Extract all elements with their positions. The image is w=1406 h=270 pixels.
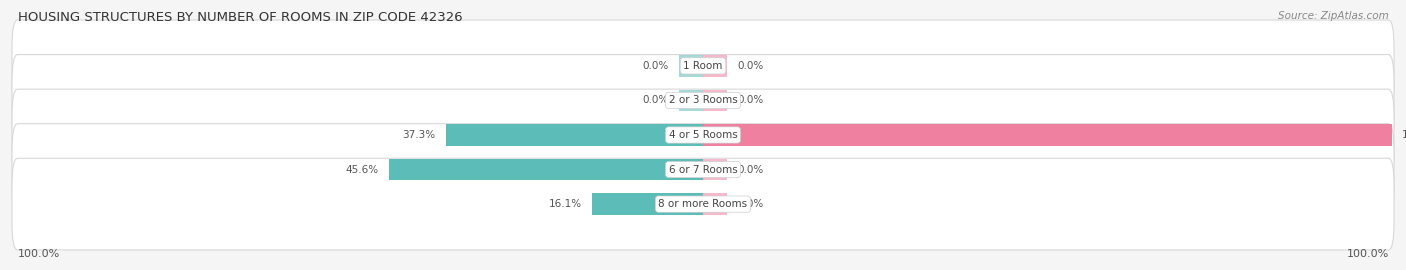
Bar [703, 159, 727, 180]
FancyBboxPatch shape [13, 89, 1393, 181]
Text: 2 or 3 Rooms: 2 or 3 Rooms [669, 95, 737, 106]
Text: 0.0%: 0.0% [643, 61, 669, 71]
Text: 100.0%: 100.0% [1347, 249, 1389, 259]
Text: Source: ZipAtlas.com: Source: ZipAtlas.com [1278, 11, 1389, 21]
Bar [679, 55, 703, 77]
FancyBboxPatch shape [13, 124, 1393, 215]
Text: 1 Room: 1 Room [683, 61, 723, 71]
FancyBboxPatch shape [13, 20, 1393, 112]
Text: 8 or more Rooms: 8 or more Rooms [658, 199, 748, 209]
Text: 4 or 5 Rooms: 4 or 5 Rooms [669, 130, 737, 140]
Text: HOUSING STRUCTURES BY NUMBER OF ROOMS IN ZIP CODE 42326: HOUSING STRUCTURES BY NUMBER OF ROOMS IN… [18, 11, 463, 24]
Text: 0.0%: 0.0% [643, 95, 669, 106]
Text: 100.0%: 100.0% [18, 249, 60, 259]
Text: 0.0%: 0.0% [738, 199, 763, 209]
Bar [703, 90, 727, 111]
Text: 6 or 7 Rooms: 6 or 7 Rooms [669, 164, 737, 175]
Bar [389, 159, 703, 180]
Bar [703, 124, 1392, 146]
FancyBboxPatch shape [13, 55, 1393, 146]
Bar [703, 193, 727, 215]
Text: 45.6%: 45.6% [346, 164, 378, 175]
Bar [703, 55, 727, 77]
Text: 37.3%: 37.3% [402, 130, 436, 140]
Text: 16.1%: 16.1% [548, 199, 582, 209]
Text: 0.0%: 0.0% [738, 95, 763, 106]
Bar [679, 90, 703, 111]
Text: 0.0%: 0.0% [738, 61, 763, 71]
Bar [592, 193, 703, 215]
Bar [446, 124, 703, 146]
Text: 100.0%: 100.0% [1402, 130, 1406, 140]
FancyBboxPatch shape [13, 158, 1393, 250]
Text: 0.0%: 0.0% [738, 164, 763, 175]
